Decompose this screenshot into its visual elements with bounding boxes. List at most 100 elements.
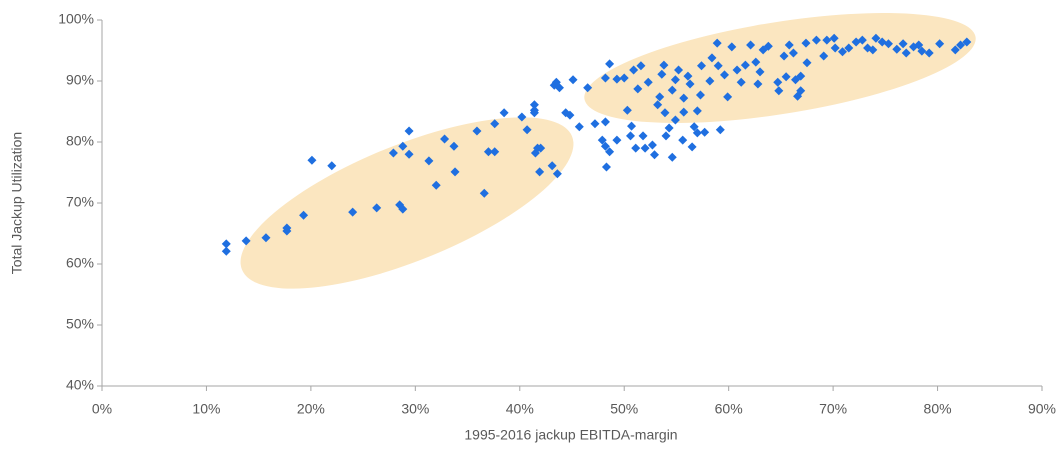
data-point [697, 61, 707, 71]
x-tick-label: 50% [610, 401, 638, 417]
data-point [348, 207, 358, 217]
data-point [307, 155, 317, 165]
data-point [705, 76, 715, 86]
y-tick-label: 50% [66, 316, 94, 332]
data-point [679, 107, 689, 117]
data-point [327, 161, 337, 171]
y-tick-label: 90% [66, 72, 94, 88]
data-point [892, 44, 902, 54]
data-point [763, 41, 773, 51]
data-point [404, 126, 414, 136]
data-point [221, 246, 231, 256]
data-point [554, 83, 564, 93]
data-point [685, 79, 695, 89]
y-axis-label: Total Jackup Utilization [9, 132, 25, 274]
data-point [398, 204, 408, 214]
data-point [898, 39, 908, 49]
data-point [667, 152, 677, 162]
data-point [517, 112, 527, 122]
data-point [299, 210, 309, 220]
data-point [590, 119, 600, 129]
data-point [522, 125, 532, 135]
data-point [600, 141, 610, 151]
data-point [643, 77, 653, 87]
data-point [605, 59, 615, 69]
data-point [719, 70, 729, 80]
cluster-highlight [584, 13, 976, 123]
data-point [689, 122, 699, 132]
x-tick-label: 40% [506, 401, 534, 417]
x-tick-label: 80% [924, 401, 952, 417]
data-point [640, 143, 650, 153]
data-point [490, 147, 500, 157]
data-point [657, 69, 667, 79]
data-point [695, 90, 705, 100]
data-point [499, 108, 509, 118]
data-point [529, 100, 539, 110]
data-point [472, 126, 482, 136]
data-point [667, 85, 677, 95]
data-point [600, 117, 610, 127]
data-point [962, 37, 972, 47]
data-point [830, 43, 840, 53]
data-point [636, 61, 646, 71]
data-point [857, 35, 867, 45]
data-point [683, 71, 693, 81]
data-point [565, 110, 575, 120]
cluster-highlight [240, 117, 574, 289]
data-point [619, 73, 629, 83]
data-point [819, 51, 829, 61]
data-point [773, 77, 783, 87]
data-point [638, 131, 648, 141]
data-point [583, 83, 593, 93]
data-point [568, 75, 578, 85]
data-point [404, 149, 414, 159]
x-axis-label: 1995-2016 jackup EBITDA-margin [464, 427, 677, 443]
data-point [490, 119, 500, 129]
data-point [844, 43, 854, 53]
data-point [751, 57, 761, 67]
data-point [536, 143, 546, 153]
data-point [450, 167, 460, 177]
x-tick-label: 70% [819, 401, 847, 417]
data-point [627, 121, 637, 131]
data-point [727, 42, 737, 52]
data-point [449, 141, 459, 151]
data-point [670, 115, 680, 125]
data-point [241, 236, 251, 246]
data-point [736, 77, 746, 87]
data-point [740, 60, 750, 70]
data-point [431, 180, 441, 190]
data-point [535, 167, 545, 177]
data-point [692, 128, 702, 138]
y-tick-label: 80% [66, 133, 94, 149]
data-point [479, 188, 489, 198]
data-point [950, 45, 960, 55]
data-point [781, 72, 791, 82]
data-point [664, 123, 674, 133]
data-point [221, 239, 231, 249]
data-point [712, 38, 722, 48]
x-tick-label: 10% [192, 401, 220, 417]
data-point [796, 71, 806, 81]
data-point [424, 156, 434, 166]
data-point [625, 131, 635, 141]
data-point [631, 143, 641, 153]
data-point [779, 51, 789, 61]
data-point [678, 135, 688, 145]
data-point [924, 48, 934, 58]
data-point [612, 135, 622, 145]
data-point [574, 122, 584, 132]
data-point [829, 33, 839, 43]
data-point [670, 75, 680, 85]
data-point [282, 226, 292, 236]
data-point [600, 73, 610, 83]
y-tick-label: 70% [66, 194, 94, 210]
data-point [547, 161, 557, 171]
data-point [659, 60, 669, 70]
data-point [661, 131, 671, 141]
data-point [956, 40, 966, 50]
data-point [732, 65, 742, 75]
data-point [653, 100, 663, 110]
